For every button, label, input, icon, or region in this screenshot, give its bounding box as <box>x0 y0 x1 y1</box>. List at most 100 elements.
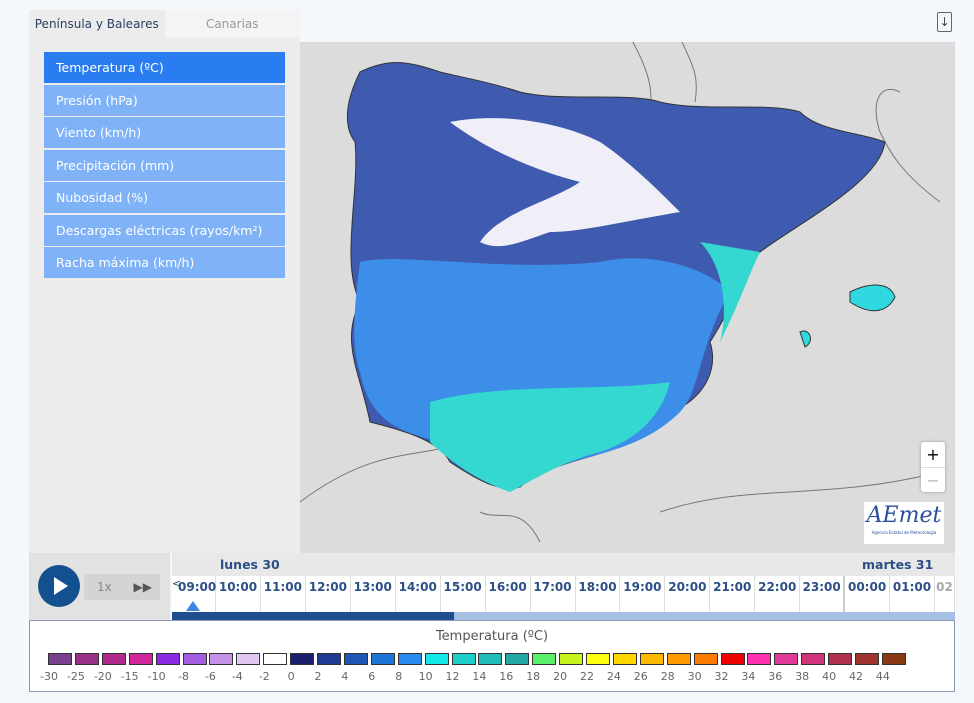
fast-forward-icon[interactable]: ▶▶ <box>133 580 152 594</box>
variable-menu: Temperatura (ºC) Presión (hPa) Viento (km/… <box>44 52 285 280</box>
legend-swatch <box>263 653 288 665</box>
hour-slot[interactable]: 15:00 <box>441 576 486 612</box>
hour-slot[interactable]: 10:00 <box>216 576 261 612</box>
legend-swatch <box>586 653 610 665</box>
legend-label: 40 <box>822 670 837 683</box>
hour-slots: 09:00 10:00 11:00 12:00 13:00 14:00 15:00 16:00… <box>172 576 955 612</box>
legend-label: 10 <box>418 670 433 683</box>
legend-label: 44 <box>875 670 890 683</box>
legend-label: -20 <box>93 670 112 683</box>
aemet-logo: AEmet Agencia Estatal de Meteorología <box>864 502 944 544</box>
legend-swatch <box>343 653 368 665</box>
legend-label: 32 <box>714 670 729 683</box>
hour-slot[interactable]: 17:00 <box>531 576 576 612</box>
legend-label: -6 <box>204 670 216 683</box>
legend-label: 36 <box>768 670 783 683</box>
legend-label: 0 <box>287 670 295 683</box>
menu-item[interactable]: Nubosidad (%) <box>44 182 285 213</box>
legend-label: 12 <box>445 670 460 683</box>
legend-swatch <box>370 653 395 665</box>
tab-canarias[interactable]: Canarias <box>164 10 300 38</box>
hour-slot[interactable]: 20:00 <box>665 576 711 612</box>
legend-swatch <box>505 653 530 665</box>
hour-slot[interactable]: 01:00 <box>890 576 935 612</box>
legend-label: 6 <box>368 670 376 683</box>
legend-label: 4 <box>341 670 349 683</box>
legend-label: 22 <box>580 670 594 683</box>
legend-label: -30 <box>40 670 58 683</box>
legend-label: 8 <box>395 670 403 683</box>
legend-swatch <box>74 653 99 665</box>
hour-slot[interactable]: 09:00 <box>172 576 216 612</box>
hour-slot[interactable]: 18:00 <box>576 576 621 612</box>
legend-swatch <box>182 653 207 665</box>
menu-item[interactable]: Descargas eléctricas (rayos/km²) <box>44 214 285 246</box>
hour-slot[interactable]: 22:00 <box>755 576 801 612</box>
hour-slot[interactable]: 19:00 <box>620 576 666 612</box>
legend-swatch <box>855 653 879 665</box>
map-canvas <box>300 42 941 543</box>
legend-swatch <box>828 653 853 665</box>
legend-swatch <box>478 653 503 665</box>
legend-swatch <box>774 653 799 665</box>
legend-label: 38 <box>795 670 810 683</box>
day-label: martes 31 <box>862 557 934 572</box>
menu-item[interactable]: Presión (hPa) <box>44 84 285 116</box>
menu-item[interactable]: Precipitación (mm) <box>44 149 285 181</box>
legend-swatch <box>693 653 718 665</box>
zoom-in-button[interactable]: + <box>926 445 940 464</box>
legend-title: Temperatura (ºC) <box>435 629 549 644</box>
legend-swatch <box>559 653 584 665</box>
legend-swatch <box>747 653 772 665</box>
speed-button[interactable]: 1x ▶▶ <box>84 574 160 600</box>
menu-item[interactable]: Temperatura (ºC) <box>44 52 285 83</box>
legend-label: 14 <box>472 670 487 683</box>
hour-slot[interactable]: 12:00 <box>306 576 351 612</box>
hour-slot[interactable]: 21:00 <box>710 576 756 612</box>
progress-fill <box>172 612 454 620</box>
legend-swatch <box>101 653 126 665</box>
legend-swatch <box>801 653 826 665</box>
hour-slot[interactable]: 14:00 <box>396 576 441 612</box>
hour-slot[interactable]: 02 <box>935 576 955 612</box>
temperature-map[interactable]: + − AEmet Agencia Estatal de Meteorología <box>300 42 955 553</box>
progress-bar[interactable] <box>172 612 955 620</box>
hour-slot[interactable]: 11:00 <box>261 576 306 612</box>
zoom-out-button[interactable]: − <box>921 467 945 492</box>
legend-swatch <box>451 653 476 665</box>
legend-label: 2 <box>314 670 322 683</box>
legend-label: 34 <box>741 670 756 683</box>
menu-item[interactable]: Viento (km/h) <box>44 117 285 148</box>
hour-slot[interactable]: 23:00 <box>800 576 846 612</box>
hour-slot[interactable]: 13:00 <box>351 576 396 612</box>
download-icon[interactable]: ↓ <box>937 12 952 32</box>
legend-swatch <box>639 653 664 665</box>
legend-label: 26 <box>633 670 648 683</box>
prev-arrow[interactable]: < <box>172 577 182 590</box>
zoom-control: + − <box>921 442 945 492</box>
legend-label: 28 <box>660 670 675 683</box>
legend-label: -15 <box>120 670 139 683</box>
legend-label: 30 <box>687 670 702 683</box>
speed-label: 1x <box>97 580 112 594</box>
legend-swatch <box>612 653 637 665</box>
player-controls: 1x ▶▶ <box>29 553 170 620</box>
tab-peninsula[interactable]: Península y Baleares <box>29 10 165 38</box>
legend-label: 16 <box>499 670 514 683</box>
menu-item[interactable]: Racha máxima (km/h) <box>44 247 285 278</box>
time-cursor[interactable] <box>186 601 200 611</box>
play-button[interactable] <box>38 565 80 607</box>
legend-label: 24 <box>606 670 621 683</box>
legend-swatch <box>397 653 422 665</box>
legend-swatch <box>128 653 153 665</box>
hour-slot[interactable]: 00:00 <box>845 576 891 612</box>
variable-panel: Península y Baleares Canarias Temperatur… <box>29 10 300 553</box>
legend-swatch <box>290 653 315 665</box>
legend-label: 20 <box>553 670 568 683</box>
legend: Temperatura (ºC) -30 -25 -20 -15 -10 -8 -6 -4 -2… <box>29 620 955 692</box>
legend-swatch <box>881 653 906 665</box>
legend-label: -8 <box>178 670 189 683</box>
legend-swatch <box>666 653 691 665</box>
hour-slot[interactable]: 16:00 <box>486 576 531 612</box>
legend-swatch <box>155 653 180 665</box>
